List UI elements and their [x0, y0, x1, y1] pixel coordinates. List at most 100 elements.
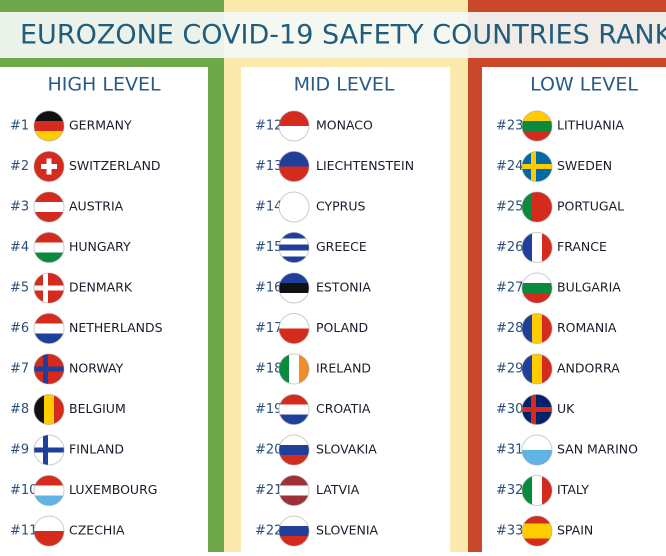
flag-stripe: [279, 394, 309, 405]
flag-stripe: [279, 151, 309, 167]
country-name: LUXEMBOURG: [69, 482, 157, 497]
flag-stripe: [522, 538, 552, 546]
flag: [522, 192, 552, 222]
flag: [522, 313, 552, 344]
flag: [34, 192, 64, 222]
flag: [279, 232, 309, 263]
rank: #31: [496, 443, 523, 458]
flag: [279, 273, 309, 303]
flag-stripe: [279, 485, 309, 496]
flag: [34, 273, 64, 303]
rank: #33: [496, 524, 523, 539]
flag-stripe: [522, 192, 533, 222]
rank: #23: [496, 119, 523, 134]
flag-rim: [521, 353, 553, 385]
flag: [522, 232, 552, 263]
flag-stripe: [522, 531, 552, 539]
flag-stripe: [279, 192, 309, 222]
flag-rim: [521, 151, 553, 182]
rank: #24: [496, 159, 523, 174]
rank: #11: [10, 524, 37, 539]
flag-stripe: [279, 536, 309, 546]
flag-stripe: [279, 166, 309, 182]
flag-rim: [278, 232, 310, 263]
flag-stripe: [522, 354, 533, 384]
flag-stripe: [542, 232, 552, 263]
flag: [279, 111, 309, 141]
flag-stripe: [34, 121, 64, 132]
title: EUROZONE COVID-19 SAFETY COUNTRIES RANKI…: [20, 20, 666, 51]
flag-cross: [34, 285, 64, 291]
rank: #5: [10, 281, 29, 296]
country-name: SWITZERLAND: [69, 158, 161, 173]
rank: #18: [255, 362, 282, 377]
rank: #29: [496, 362, 523, 377]
country-name: SWEDEN: [557, 158, 612, 173]
country-name: LATVIA: [316, 482, 360, 497]
column-header: LOW LEVEL: [530, 74, 638, 96]
flag-stripe: [522, 523, 552, 532]
flag: [522, 111, 552, 141]
flag-rim: [33, 232, 65, 263]
flag-stripe: [34, 394, 45, 425]
flag: [34, 516, 64, 546]
country-name: FINLAND: [69, 442, 124, 457]
flag-stripe: [279, 414, 309, 425]
rank: #28: [496, 321, 523, 336]
flag: [34, 435, 64, 465]
country-name: HUNGARY: [69, 239, 131, 254]
flag-rim: [278, 191, 310, 223]
rank: #12: [255, 119, 282, 134]
rank: #19: [255, 402, 282, 417]
flag-stripe: [522, 111, 552, 122]
flag-stripe: [522, 516, 552, 524]
rank: #30: [496, 402, 523, 417]
flag-cross: [34, 447, 64, 453]
flag-rim: [278, 272, 310, 304]
flag: [279, 475, 309, 506]
flag-stripe: [522, 232, 533, 263]
flag-rim: [521, 313, 553, 344]
country-name: LIECHTENSTEIN: [316, 158, 414, 173]
country-name: ITALY: [557, 482, 589, 497]
rank: #27: [496, 281, 523, 296]
column-header: MID LEVEL: [294, 74, 395, 96]
high-panel: [0, 67, 208, 552]
flag-stripe: [522, 293, 552, 303]
flag-stripe: [34, 531, 64, 546]
flag-rim: [278, 353, 310, 385]
flag: [34, 232, 64, 263]
flag-stripe: [34, 333, 64, 344]
flag-stripe: [532, 475, 543, 506]
rank: #9: [10, 443, 29, 458]
country-name: ANDORRA: [557, 361, 620, 376]
rank: #25: [496, 200, 523, 215]
flag-rim: [33, 434, 65, 466]
flag: [522, 394, 552, 425]
flag-stripe: [522, 283, 552, 294]
country-name: IRELAND: [316, 361, 371, 376]
country-name: NETHERLANDS: [69, 320, 163, 335]
rank: #4: [10, 240, 29, 255]
flag: [279, 313, 309, 344]
flag-rim: [521, 515, 553, 547]
rank: #20: [255, 443, 282, 458]
flag-stripe: [522, 475, 533, 506]
flag-rim: [278, 151, 310, 182]
flag-rim: [33, 394, 65, 425]
rank: #1: [10, 119, 29, 134]
low-panel: [482, 67, 666, 552]
flag-stripe: [34, 232, 64, 243]
flag-stripe: [289, 354, 300, 384]
flag-rim: [33, 151, 65, 182]
rank: #8: [10, 402, 29, 417]
flag-stripe: [522, 313, 533, 344]
flag-rim: [521, 272, 553, 304]
flag-stripe: [34, 485, 64, 496]
flag-stripe: [542, 354, 552, 384]
flag-rim: [278, 394, 310, 425]
flag-stripe: [279, 126, 309, 141]
flag-stripe: [279, 250, 309, 257]
flag-stripe: [542, 313, 552, 344]
flag: [34, 111, 64, 141]
